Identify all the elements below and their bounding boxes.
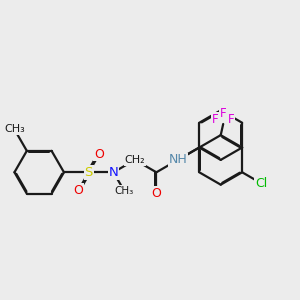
Text: O: O [73,184,83,197]
Text: CH₂: CH₂ [124,155,145,165]
Text: CH₃: CH₃ [114,185,134,196]
Text: F: F [228,112,234,125]
Text: O: O [94,148,104,160]
Text: NH: NH [169,153,187,167]
Text: F: F [212,112,219,125]
Text: O: O [152,187,161,200]
Text: N: N [109,166,118,179]
Text: CH₃: CH₃ [4,124,25,134]
Text: Cl: Cl [255,177,268,190]
Text: F: F [220,107,226,120]
Text: S: S [85,166,93,179]
